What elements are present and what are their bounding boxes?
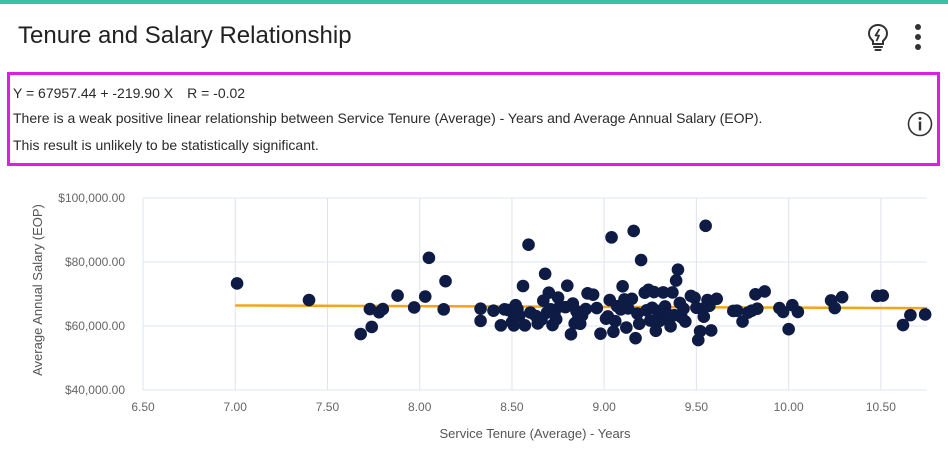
scatter-point [422, 251, 436, 265]
scatter-point [791, 305, 805, 319]
scatter-point [549, 312, 563, 326]
scatter-point [586, 288, 600, 301]
scatter-point [835, 290, 849, 304]
y-tick-label: $100,000.00 [58, 191, 125, 205]
scatter-point [487, 304, 500, 317]
scatter-point [697, 310, 711, 324]
scatter-point [625, 292, 639, 306]
scatter-point [677, 302, 690, 316]
scatter-point [365, 320, 379, 334]
scatter-point [230, 277, 244, 290]
regression-equation-line: Y = 67957.44 + -219.90 X R = -0.02 [13, 85, 245, 101]
scatter-point [474, 314, 487, 328]
scatter-point [354, 327, 367, 341]
scatter-point [629, 331, 642, 345]
x-tick-label: 7.00 [224, 400, 248, 414]
scatter-point [704, 324, 718, 337]
scatter-point [710, 292, 724, 306]
scatter-point [579, 302, 593, 316]
scatter-point [494, 319, 508, 332]
scatter-point [649, 324, 663, 338]
scatter-point [608, 314, 622, 328]
x-tick-label: 10.50 [866, 400, 896, 414]
scatter-point [538, 267, 552, 281]
scatter-point [904, 308, 917, 322]
scatter-point [439, 274, 452, 288]
x-tick-label: 9.00 [592, 400, 616, 414]
scatter-chart: $40,000.00 $60,000.00 $80,000.00 $100,000.0… [30, 191, 932, 441]
scatter-point [664, 320, 677, 333]
more-vertical-icon[interactable] [906, 22, 934, 52]
x-axis-ticks: 6.50 7.00 7.50 8.00 8.50 9.00 9.50 10.00 10.50 [131, 400, 896, 414]
scatter-point [607, 325, 620, 339]
scatter-point [621, 302, 635, 315]
info-icon[interactable] [907, 111, 933, 137]
lightbulb-icon[interactable] [864, 22, 892, 52]
scatter-point [688, 291, 701, 305]
x-tick-label: 8.50 [500, 400, 524, 414]
y-axis-ticks: $40,000.00 $60,000.00 $80,000.00 $100,000.0… [58, 191, 125, 397]
scatter-point [776, 305, 790, 319]
x-axis-label: Service Tenure (Average) - Years [439, 426, 631, 441]
scatter-point [693, 324, 707, 338]
scatter-point [418, 290, 432, 303]
scatter-point [590, 301, 604, 315]
relationship-description: There is a weak positive linear relation… [13, 110, 763, 126]
scatter-point [828, 301, 842, 315]
scatter-point [407, 301, 421, 314]
scatter-point [656, 286, 670, 299]
scatter-point [516, 279, 530, 293]
scatter-point [918, 308, 932, 321]
scatter-point [679, 315, 692, 328]
scatter-point [391, 289, 404, 302]
scatter-point [627, 224, 640, 238]
regression-summary-box: Y = 67957.44 + -219.90 X R = -0.02 There … [7, 72, 940, 166]
scatter-point [758, 285, 771, 298]
chart-gridlines [142, 197, 927, 391]
x-tick-label: 10.00 [774, 400, 804, 414]
scatter-point [876, 289, 890, 302]
y-tick-label: $80,000.00 [65, 255, 125, 269]
scatter-point [605, 231, 618, 244]
scatter-point [730, 304, 744, 317]
scatter-point [782, 322, 795, 336]
scatter-point [699, 219, 712, 233]
scatter-point [518, 319, 532, 332]
scatter-point [522, 238, 535, 252]
x-tick-label: 9.50 [685, 400, 709, 414]
scatter-point [564, 328, 578, 341]
scatter-point [513, 309, 526, 323]
scatter-point [620, 321, 633, 334]
scatter-point [437, 303, 450, 316]
scatter-point [560, 279, 574, 292]
top-accent-bar [0, 0, 948, 4]
y-tick-label: $40,000.00 [65, 383, 125, 397]
scatter-point [302, 293, 316, 307]
scatter-point [616, 280, 629, 293]
x-tick-label: 7.50 [316, 400, 340, 414]
correlation-value: R = -0.02 [187, 85, 246, 101]
scatter-point [750, 302, 764, 316]
scatter-point [474, 302, 487, 316]
regression-equation: Y = 67957.44 + -219.90 X [13, 85, 174, 101]
scatter-point [376, 302, 390, 316]
y-axis-label: Average Annual Salary (EOP) [30, 204, 45, 376]
x-tick-label: 6.50 [131, 400, 155, 414]
data-points [230, 219, 932, 347]
scatter-point [507, 319, 521, 332]
x-tick-label: 8.00 [408, 400, 432, 414]
scatter-point [632, 317, 646, 331]
scatter-point [634, 253, 648, 267]
scatter-point [594, 327, 607, 340]
page-title: Tenure and Salary Relationship [18, 22, 352, 49]
y-tick-label: $60,000.00 [65, 319, 125, 333]
scatter-point [669, 274, 683, 287]
scatter-point [671, 263, 685, 276]
scatter-point [647, 285, 661, 299]
scatter-point [643, 314, 657, 327]
significance-note: This result is unlikely to be statistica… [13, 137, 319, 153]
scatter-point [666, 286, 679, 299]
scatter-point [896, 318, 910, 332]
